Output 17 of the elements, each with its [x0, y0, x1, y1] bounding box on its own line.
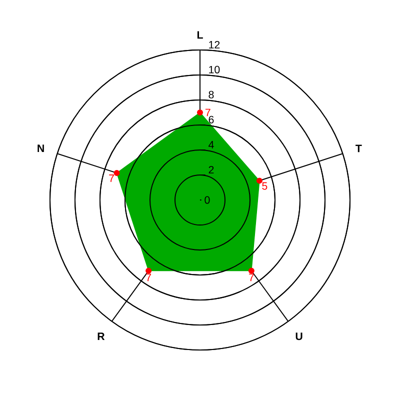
y-tick-label: 0	[204, 196, 210, 204]
data-label: 7	[146, 274, 151, 282]
y-tick-label: 2	[208, 166, 214, 174]
spoke-label: R	[98, 332, 105, 340]
y-tick-label: 6	[208, 116, 214, 124]
y-tick-label: 12	[209, 40, 220, 48]
data-label: 7	[205, 108, 210, 116]
y-tick-label: 8	[208, 90, 214, 98]
spoke-label: T	[356, 144, 362, 152]
y-tick-label: 4	[208, 141, 214, 148]
y-tick-label: 10	[209, 66, 220, 74]
data-label: 7	[109, 174, 114, 182]
spoke-label: U	[296, 332, 302, 340]
spoke-label: L	[197, 31, 203, 39]
spoke-label: N	[38, 144, 44, 152]
data-label: 5	[262, 182, 268, 190]
data-label: 7	[249, 274, 254, 282]
